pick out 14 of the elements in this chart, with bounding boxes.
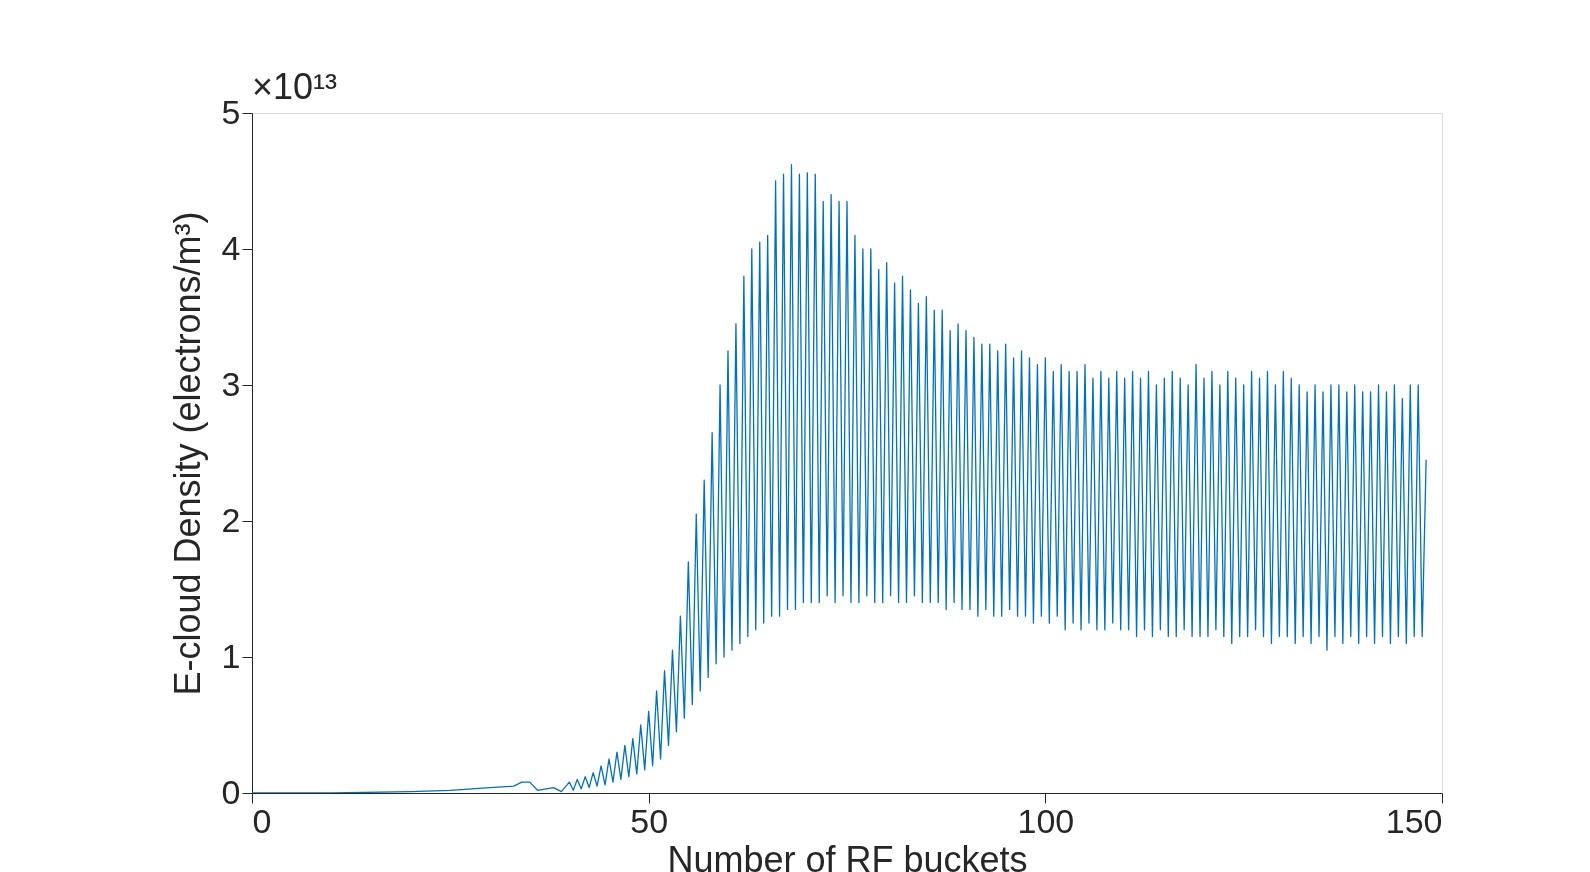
x-tick-label: 50 (630, 801, 669, 840)
y-axis-title: E-cloud Density (electrons/m³) (166, 211, 208, 696)
y-tick-label: 4 (221, 228, 241, 267)
x-tick-label: 150 (1385, 801, 1443, 840)
y-tick-label: 1 (221, 636, 241, 675)
x-tick-label: 0 (252, 801, 272, 840)
y-tick-label: 0 (221, 772, 241, 811)
x-axis-title: Number of RF buckets (667, 838, 1028, 872)
text: ×10¹³ (252, 66, 338, 107)
y-tick-label: 2 (221, 500, 241, 539)
x-tick-label: 100 (1017, 801, 1075, 840)
y-tick-label: 3 (221, 364, 241, 403)
y-tick-label: 5 (221, 92, 241, 131)
line-series (252, 164, 1427, 793)
